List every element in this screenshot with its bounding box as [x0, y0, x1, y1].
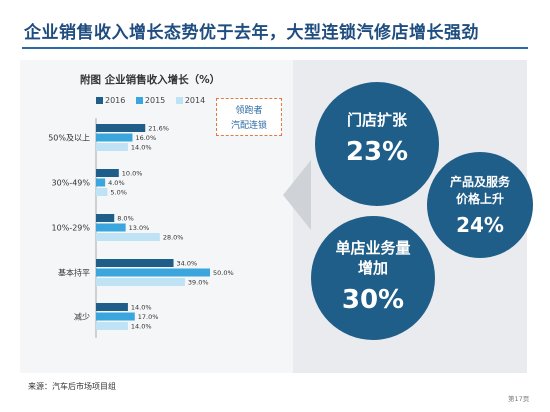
bubble-label: 单店业务量: [335, 239, 411, 257]
source-note: 来源：汽车后市场项目组: [28, 382, 116, 391]
category-label: 30%-49%: [52, 179, 91, 188]
data-label: 14.0%: [131, 144, 152, 152]
bar-2015: [96, 223, 126, 232]
legend-label-2016: 2016: [105, 96, 126, 105]
bubble-label: 产品及服务: [449, 175, 510, 189]
page-number: 第17页: [508, 395, 530, 403]
data-label: 34.0%: [177, 260, 198, 268]
category-label: 减少: [74, 312, 90, 322]
bubble-label: 增加: [357, 259, 388, 277]
bar-2014: [96, 188, 108, 196]
bubble-volume-increase: 单店业务量 增加 30%: [311, 216, 435, 340]
bubble-value: 30%: [341, 285, 405, 315]
legend-swatch-2014: [175, 97, 183, 104]
data-label: 10.0%: [122, 170, 143, 178]
data-label: 16.0%: [135, 134, 156, 142]
bar-2014: [96, 233, 160, 241]
chart-title: 附图 企业销售收入增长（%）: [80, 74, 221, 86]
legend-label-2015: 2015: [144, 96, 166, 105]
bar-2015: [96, 133, 133, 142]
bar-2016: [96, 259, 174, 267]
bubble-value: 23%: [345, 137, 409, 167]
chart-legend: 2016 2015 2014: [96, 96, 213, 105]
data-label: 28.0%: [163, 234, 184, 242]
bubble-label: 价格上升: [455, 192, 504, 206]
leader-tag-title: 领跑者: [235, 106, 263, 116]
data-label: 14.0%: [131, 323, 152, 331]
bubble-price-increase: 产品及服务 价格上升 24%: [427, 152, 533, 258]
bubble-value: 24%: [456, 213, 504, 237]
slide-title: 企业销售收入增长态势优于去年，大型连锁汽修店增长强劲: [24, 23, 479, 43]
bar-2015: [96, 312, 135, 321]
data-label: 17.0%: [138, 313, 159, 321]
bar-2016: [96, 303, 128, 311]
leader-tag: 领跑者 汽配连锁: [216, 98, 282, 136]
legend-item-2014: 2014: [175, 96, 206, 105]
legend-label-2014: 2014: [184, 96, 206, 105]
legend-swatch-2015: [135, 97, 143, 104]
left-arrow-icon: [283, 160, 311, 230]
bar-2014: [96, 143, 128, 151]
bar-2014: [96, 322, 128, 330]
data-label: 13.0%: [129, 224, 150, 232]
data-label: 8.0%: [117, 215, 134, 223]
bar-2015: [96, 178, 106, 187]
category-label: 50%及以上: [48, 134, 90, 143]
legend-swatch-2016: [96, 97, 103, 104]
legend-item-2016: 2016: [96, 96, 125, 105]
data-label: 21.6%: [148, 125, 169, 133]
bar-2016: [96, 214, 115, 222]
title-divider: [22, 47, 528, 49]
leader-tag-subtitle: 汽配连锁: [230, 121, 267, 131]
data-label: 5.0%: [110, 189, 127, 197]
bar-2016: [96, 124, 146, 132]
bubble-store-expansion: 门店扩张 23%: [315, 82, 439, 206]
data-label: 4.0%: [108, 179, 125, 187]
legend-item-2015: 2015: [135, 96, 166, 105]
data-label: 14.0%: [131, 304, 152, 312]
bar-2015: [96, 268, 210, 277]
bar-2014: [96, 278, 185, 286]
bubble-label: 门店扩张: [346, 111, 407, 129]
category-label: 基本持平: [58, 268, 90, 278]
category-label: 10%-29%: [52, 224, 91, 233]
data-label: 50.0%: [213, 269, 234, 277]
data-label: 39.0%: [188, 279, 209, 287]
bar-2016: [96, 169, 119, 177]
